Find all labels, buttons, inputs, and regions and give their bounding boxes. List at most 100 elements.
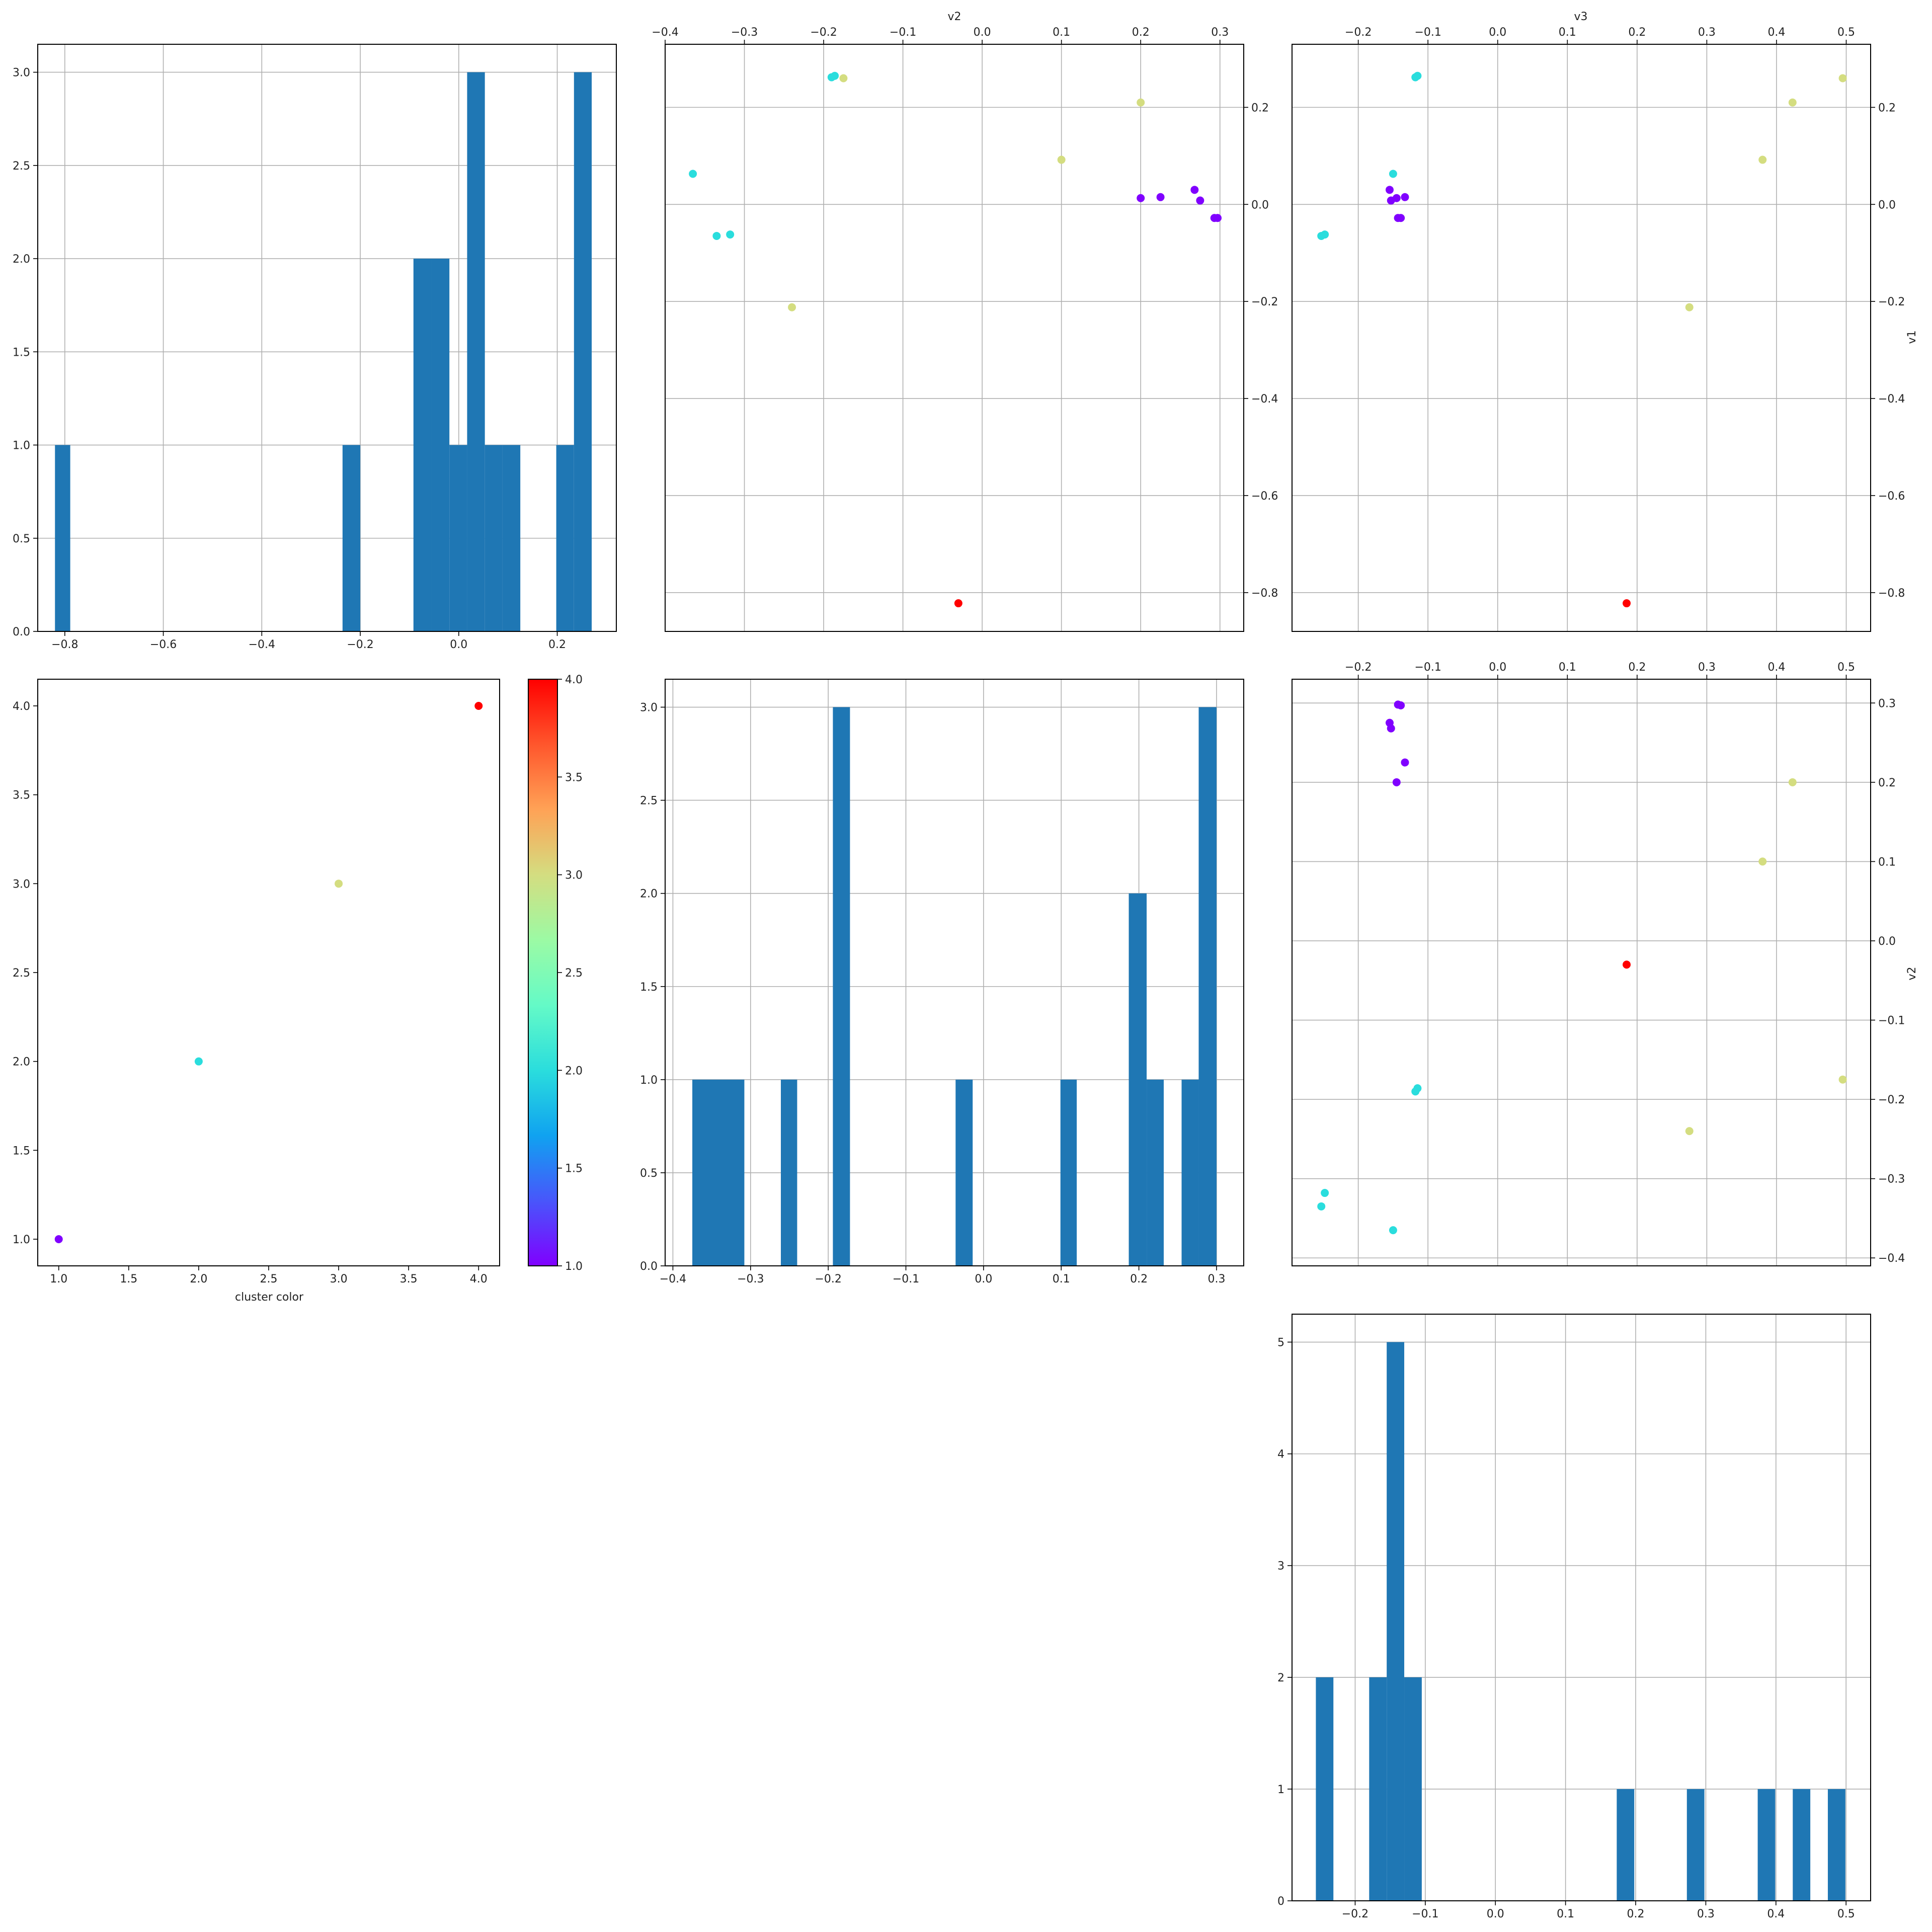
colorbar-tick-label: 1.0 — [565, 1260, 583, 1273]
cluster-color-axis-label: cluster color — [235, 1291, 304, 1304]
y-tick-label: 0 — [1277, 1895, 1284, 1908]
hist-v3-panel: −0.2 −0.1 0.0 0.1 0.2 0.3 0.4 0.5 0 1 2 3 4 5 — [1277, 1314, 1871, 1920]
y-tick-label: 3.0 — [640, 702, 658, 714]
y-tick-label: 3.0 — [13, 67, 30, 79]
x-tick-label: 0.3 — [1211, 26, 1229, 39]
scatter-point — [1321, 230, 1329, 239]
y-tick-label: 3 — [1277, 1560, 1284, 1573]
histogram-bar — [1827, 1789, 1845, 1901]
x-tick-label: 0.1 — [1557, 1908, 1574, 1920]
scatter-point — [839, 74, 848, 83]
histogram-bar — [1404, 1677, 1422, 1901]
x-tick-label: 0.4 — [1767, 26, 1785, 39]
y-tick-label: 0.2 — [1878, 777, 1896, 789]
x-tick-label: −0.6 — [150, 638, 177, 651]
y-tick-label: −0.8 — [1251, 587, 1278, 600]
x-tick-label: −0.4 — [652, 26, 678, 39]
x-tick-label: −0.2 — [815, 1273, 841, 1285]
y-tick-label: 0.0 — [13, 626, 30, 638]
x-tick-label: −0.1 — [890, 26, 916, 39]
scatter-point — [689, 170, 697, 178]
y-tick-label: 2 — [1277, 1672, 1284, 1684]
scatter-point — [474, 702, 483, 710]
histogram-bar — [342, 445, 361, 631]
scatter-point — [1156, 193, 1165, 201]
histogram-bar — [1129, 893, 1147, 1266]
x-tick-label: 0.1 — [1053, 1273, 1070, 1285]
x-tick-label: 0.3 — [1698, 661, 1716, 674]
x-tick-label: 0.2 — [1130, 1273, 1148, 1285]
scatter-point — [1196, 196, 1204, 205]
v3-axis-label: v3 — [1574, 11, 1587, 23]
x-tick-label: 0.3 — [1208, 1273, 1225, 1285]
y-tick-label: −0.2 — [1251, 296, 1278, 308]
scatter-point — [1385, 186, 1394, 194]
y-tick-label: 1.0 — [13, 440, 30, 452]
scatter-point — [1137, 98, 1145, 107]
scatter-cluster-panel: 1.0 1.5 2.0 2.5 3.0 3.5 4.0 1.0 1.5 2.0 2.5 3.0 3.5 4… — [13, 674, 583, 1285]
scatter-point — [1401, 193, 1409, 201]
colorbar-tick-label: 4.0 — [565, 674, 583, 686]
histogram-bar — [833, 707, 850, 1266]
x-tick-label: −0.1 — [1412, 1908, 1438, 1920]
axes-frame — [1292, 1314, 1871, 1901]
histogram-bar — [955, 1079, 973, 1266]
x-tick-label: 0.3 — [1697, 1908, 1715, 1920]
histogram-bar — [1369, 1677, 1387, 1901]
x-tick-label: 0.0 — [1489, 26, 1506, 39]
x-tick-label: −0.4 — [249, 638, 275, 651]
colorbar-tick-label: 3.0 — [565, 869, 583, 882]
scatter-point — [54, 1235, 63, 1243]
y-tick-label: 2.5 — [13, 967, 30, 980]
y-tick-label: −0.6 — [1251, 490, 1278, 503]
x-tick-label: −0.3 — [737, 1273, 764, 1285]
scatter-point — [1214, 214, 1222, 222]
y-tick-label: 0.0 — [1878, 935, 1896, 948]
x-tick-label: 0.0 — [975, 1273, 992, 1285]
y-tick-label: 0.0 — [1251, 199, 1269, 211]
colorbar-tick-label: 2.5 — [565, 967, 583, 980]
y-tick-label: −0.2 — [1878, 1094, 1905, 1106]
histogram-bar — [1147, 1079, 1164, 1266]
scatter-point — [1623, 960, 1631, 969]
x-tick-label: 0.1 — [1053, 26, 1070, 39]
colorbar-tick-label: 1.5 — [565, 1163, 583, 1175]
scatter-point — [1758, 857, 1767, 866]
scatter-v3-v2-panel: −0.2 −0.1 0.0 0.1 0.2 0.3 0.4 0.5 0.3 0.2 0.1 0.0 −0… — [1292, 661, 1905, 1266]
scatter-point — [1137, 194, 1145, 202]
x-tick-label: 0.2 — [1627, 1908, 1645, 1920]
hist-v2-panel: −0.4 −0.3 −0.2 −0.1 0.0 0.1 0.2 0.3 0.0 0.5 1.0 1.5… — [640, 679, 1244, 1285]
x-tick-label: 4.0 — [470, 1273, 488, 1285]
axes-frame — [1292, 44, 1871, 632]
y-tick-label: 1.0 — [13, 1234, 30, 1246]
x-tick-label: −0.8 — [51, 638, 78, 651]
scatter-point — [1397, 214, 1405, 222]
y-tick-label: 0.2 — [1251, 102, 1269, 114]
histogram-bar — [1757, 1789, 1776, 1901]
scatter-point — [1392, 778, 1401, 786]
x-tick-label: −0.4 — [660, 1273, 686, 1285]
y-tick-label: 1.5 — [13, 346, 30, 359]
y-tick-label: 2.0 — [13, 253, 30, 266]
histogram-bar — [781, 1079, 797, 1266]
x-tick-label: 0.5 — [1837, 26, 1855, 39]
x-tick-label: −0.1 — [1414, 26, 1441, 39]
x-tick-label: 1.0 — [50, 1273, 67, 1285]
x-tick-label: 0.2 — [1628, 26, 1646, 39]
histogram-bar — [1793, 1789, 1811, 1901]
y-tick-label: 0.3 — [1878, 697, 1896, 710]
scatter-point — [1758, 155, 1767, 164]
x-tick-label: 0.5 — [1837, 1908, 1855, 1920]
scatter-point — [1321, 1189, 1329, 1197]
y-tick-label: 1.5 — [13, 1145, 30, 1157]
x-tick-label: −0.1 — [893, 1273, 919, 1285]
axes-frame — [665, 44, 1244, 632]
scatter-point — [954, 599, 962, 608]
colorbar-gradient — [528, 679, 558, 1266]
y-tick-label: 2.5 — [640, 795, 658, 808]
x-tick-label: −0.3 — [731, 26, 758, 39]
x-tick-label: 0.0 — [1487, 1908, 1504, 1920]
y-tick-label: 1.5 — [640, 981, 658, 994]
scatter-point — [1387, 724, 1395, 733]
